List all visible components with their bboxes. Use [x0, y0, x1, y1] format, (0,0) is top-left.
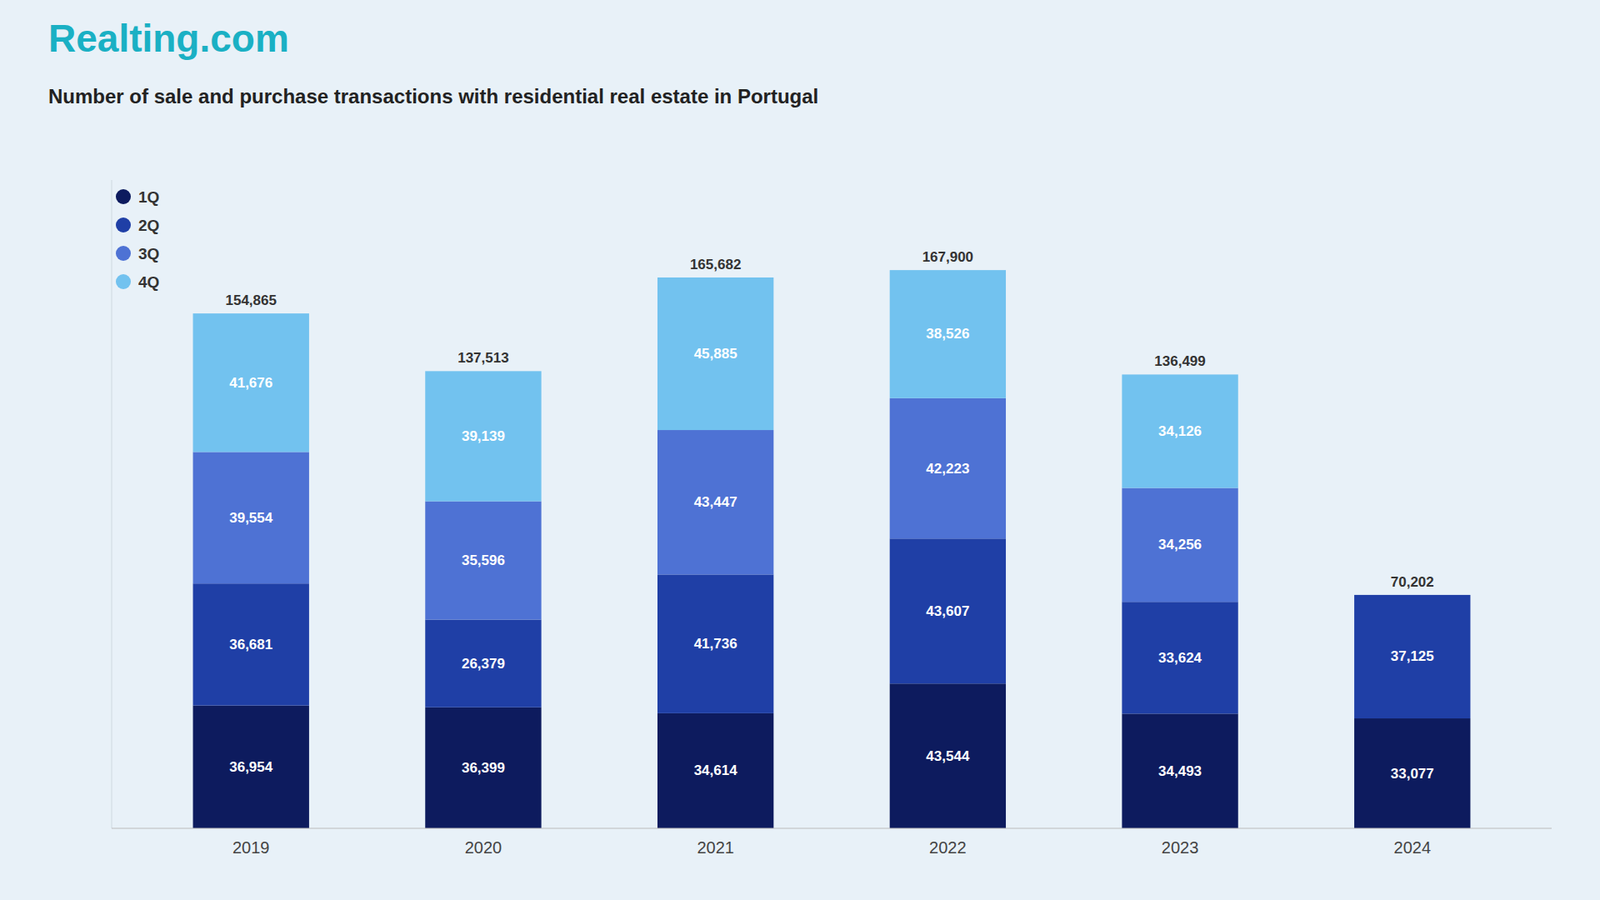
bar: [1121, 713, 1238, 829]
legend-marker: [115, 245, 131, 261]
x-tick-label: 2024: [1394, 838, 1432, 857]
x-tick-label: 2021: [696, 838, 735, 857]
y-axis-line: [111, 180, 113, 829]
bar: [657, 574, 774, 714]
total-label: 70,202: [1390, 574, 1435, 590]
bar: [425, 620, 541, 708]
data-label: 33,624: [1158, 650, 1203, 666]
bar: [657, 713, 774, 829]
bar: [425, 707, 541, 829]
total-label: 167,900: [922, 249, 974, 265]
legend-label: 4Q: [138, 273, 160, 291]
legend-label: 1Q: [138, 188, 160, 206]
data-label: 42,223: [925, 460, 970, 477]
total-label: 154,865: [225, 292, 276, 309]
data-label: 36,399: [461, 760, 505, 776]
bar: [890, 538, 1006, 684]
data-label: 38,526: [925, 325, 970, 342]
bars: [193, 270, 1471, 829]
legend: 1Q 2Q 3Q 4Q: [115, 188, 160, 291]
data-label: 34,614: [694, 762, 739, 779]
data-label: 34,256: [1158, 536, 1202, 553]
data-label: 41,676: [229, 375, 273, 391]
bar: [1354, 594, 1470, 595]
bar: [425, 501, 541, 620]
x-axis-line: [111, 828, 1552, 830]
chart: Realting.com Number of sale and purchase …: [0, 0, 1600, 900]
bar: [1354, 594, 1470, 595]
bar: [890, 398, 1006, 539]
bar: [657, 277, 774, 430]
data-label: 43,607: [925, 603, 970, 620]
data-label: 26,379: [461, 655, 505, 672]
bar: [1121, 601, 1238, 714]
bar: [657, 430, 774, 575]
data-label: 36,681: [229, 636, 273, 653]
data-label: 39,139: [461, 428, 505, 445]
x-tick-label: 2023: [1161, 838, 1200, 857]
title: Number of sale and purchase transactions…: [48, 85, 819, 108]
x-tick-label: 2022: [929, 838, 967, 857]
bar: [890, 683, 1006, 829]
legend-marker: [115, 274, 131, 290]
data-label: 36,954: [229, 759, 274, 775]
bar: [193, 451, 310, 584]
bar: [193, 705, 310, 829]
bar: [1354, 718, 1470, 829]
bar: [890, 270, 1006, 399]
bar: [193, 313, 310, 452]
bar: [1121, 374, 1238, 488]
legend-label: 2Q: [138, 216, 160, 235]
total-label: 137,513: [457, 350, 509, 366]
data-label: 43,447: [694, 494, 738, 510]
legend-label: 3Q: [138, 245, 160, 263]
total-label: 165,682: [690, 256, 741, 273]
data-label: 35,596: [461, 552, 505, 569]
data-label: 37,125: [1390, 648, 1435, 665]
legend-marker: [115, 189, 131, 205]
data-label: 41,736: [694, 635, 738, 652]
data-label: 45,885: [694, 345, 738, 362]
data-labels: 36,954 36,399 34,614 43,544 34,493 33,077 36,6…: [225, 249, 1434, 781]
data-label: 39,554: [229, 510, 274, 526]
total-label: 136,499: [1154, 353, 1205, 370]
bar: [1354, 595, 1470, 719]
legend-marker: [115, 217, 131, 233]
data-label: 34,493: [1158, 763, 1202, 780]
data-label: 34,126: [1158, 423, 1202, 440]
x-tick-label: 2019: [232, 838, 270, 857]
bar: [425, 370, 541, 501]
data-label: 33,077: [1390, 765, 1435, 782]
x-tick-label: 2020: [465, 838, 503, 857]
bar: [193, 583, 310, 705]
bar: [1121, 488, 1238, 603]
data-label: 43,544: [925, 748, 970, 765]
background: [0, 0, 1600, 900]
logo: Realting.com: [48, 16, 290, 60]
